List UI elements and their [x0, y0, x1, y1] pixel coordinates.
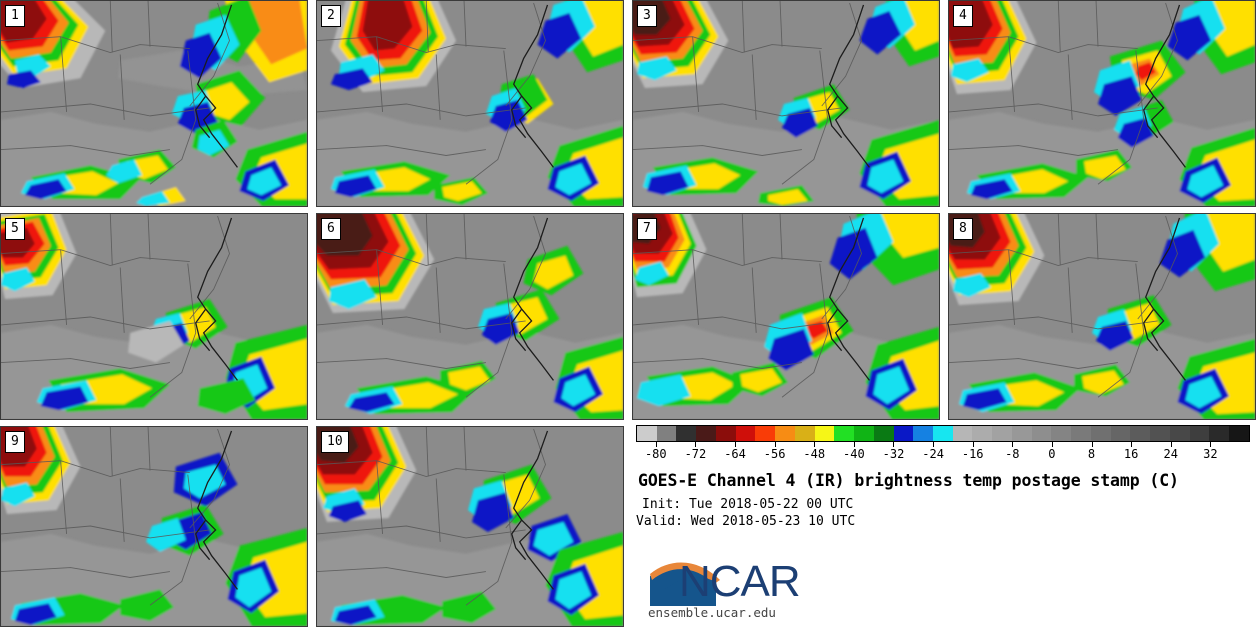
stamp-label-2: 2: [321, 5, 341, 27]
colorbar-tick: [1170, 442, 1172, 447]
colorbar-tick: [972, 442, 974, 447]
colorbar-tick-label: 24: [1163, 447, 1178, 461]
colorbar: [636, 425, 1250, 442]
stamp-label-3: 3: [637, 5, 657, 27]
colorbar-swatch: [814, 426, 835, 441]
colorbar-swatch: [794, 426, 815, 441]
init-time-label: Init: Tue 2018-05-22 00 UTC: [642, 497, 854, 512]
ncar-logo[interactable]: NCAR ensemble.ucar.edu: [648, 558, 948, 624]
stamp-panel-6[interactable]: 6: [316, 213, 624, 420]
stamp-panel-1[interactable]: 1: [0, 0, 308, 207]
stamp-label-6: 6: [321, 218, 341, 240]
colorbar-tick-label: 32: [1203, 447, 1218, 461]
colorbar-swatch: [1071, 426, 1091, 441]
stamp-panel-3[interactable]: 3: [632, 0, 940, 207]
stamp-label-1: 1: [5, 5, 25, 27]
valid-time-label: Valid: Wed 2018-05-23 10 UTC: [636, 514, 856, 529]
colorbar-swatch: [913, 426, 934, 441]
colorbar-tick: [933, 442, 935, 447]
legend-block: -80 -72 -64 -56 -48 -40 -32 -24 -16 -8 0 8 16 24 32 GO…: [636, 425, 1250, 627]
colorbar-swatch: [656, 426, 677, 441]
colorbar-tick-label: -24: [922, 447, 944, 461]
colorbar-tick: [1091, 442, 1093, 447]
colorbar-swatch: [1011, 426, 1032, 441]
colorbar-tick-label: 0: [1048, 447, 1056, 461]
colorbar-tick: [853, 442, 855, 447]
colorbar-swatch: [873, 426, 894, 441]
stamp-label-8: 8: [953, 218, 973, 240]
colorbar-tick: [814, 442, 816, 447]
colorbar-tick-label: -8: [1005, 447, 1020, 461]
colorbar-tick-label: -16: [961, 447, 984, 461]
colorbar-swatch: [1031, 426, 1052, 441]
colorbar-swatch: [1051, 426, 1072, 441]
colorbar-tick-label: -56: [763, 447, 786, 461]
stamp-label-9: 9: [5, 431, 25, 453]
colorbar-swatch: [1150, 426, 1170, 441]
colorbar-tick-label: -64: [724, 447, 746, 461]
colorbar-swatch: [933, 426, 953, 441]
colorbar-tick: [735, 442, 737, 447]
colorbar-swatch: [1229, 426, 1249, 441]
colorbar-swatch: [637, 426, 657, 441]
colorbar-swatch: [1209, 426, 1230, 441]
colorbar-swatch: [1110, 426, 1131, 441]
stamp-label-7: 7: [637, 218, 657, 240]
colorbar-swatch: [775, 426, 795, 441]
ncar-logo-mark: [650, 562, 720, 606]
colorbar-tick: [695, 442, 697, 447]
stamp-panel-2[interactable]: 2: [316, 0, 624, 207]
colorbar-tick-label: -72: [684, 447, 707, 461]
colorbar-swatch: [1169, 426, 1190, 441]
colorbar-swatch: [1130, 426, 1151, 441]
colorbar-tick: [1012, 442, 1014, 447]
colorbar-swatch: [715, 426, 736, 441]
ncar-url: ensemble.ucar.edu: [648, 605, 776, 620]
colorbar-swatch: [755, 426, 776, 441]
stamp-label-10: 10: [321, 431, 349, 453]
colorbar-tick-label: -32: [882, 447, 905, 461]
stamp-panel-9[interactable]: 9: [0, 426, 308, 627]
colorbar-tick: [1131, 442, 1133, 447]
colorbar-swatch: [696, 426, 716, 441]
stamp-panel-10[interactable]: 10: [316, 426, 624, 627]
colorbar-swatch: [854, 426, 874, 441]
colorbar-swatch: [952, 426, 973, 441]
colorbar-tick-label: 8: [1087, 447, 1096, 461]
colorbar-swatch: [893, 426, 914, 441]
colorbar-swatch: [676, 426, 697, 441]
colorbar-tick: [1051, 442, 1053, 447]
colorbar-tick-label: -48: [803, 447, 826, 461]
stamp-panel-8[interactable]: 8: [948, 213, 1256, 420]
colorbar-swatch: [992, 426, 1012, 441]
colorbar-ticks: [636, 442, 1250, 448]
colorbar-tick-labels: -80 -72 -64 -56 -48 -40 -32 -24 -16 -8 0 8 16 24 32: [636, 447, 1250, 463]
figure-title: GOES-E Channel 4 (IR) brightness temp po…: [638, 471, 1179, 490]
colorbar-tick-label: -40: [843, 447, 865, 461]
stamp-label-4: 4: [953, 5, 973, 27]
colorbar-tick: [655, 442, 657, 447]
colorbar-tick: [893, 442, 895, 447]
colorbar-swatch: [834, 426, 855, 441]
colorbar-swatch: [735, 426, 756, 441]
stamp-panel-7[interactable]: 7: [632, 213, 940, 420]
colorbar-tick: [774, 442, 776, 447]
colorbar-swatch: [972, 426, 993, 441]
colorbar-tick: [1210, 442, 1212, 447]
colorbar-swatch: [1090, 426, 1111, 441]
colorbar-tick-label: 16: [1123, 447, 1139, 461]
stamp-panel-4[interactable]: 4: [948, 0, 1256, 207]
colorbar-tick-label: -80: [644, 447, 667, 461]
stamp-panel-5[interactable]: 5: [0, 213, 308, 420]
stamp-label-5: 5: [5, 218, 25, 240]
ncar-wordmark: NCAR: [679, 557, 801, 606]
colorbar-swatch: [1189, 426, 1210, 441]
